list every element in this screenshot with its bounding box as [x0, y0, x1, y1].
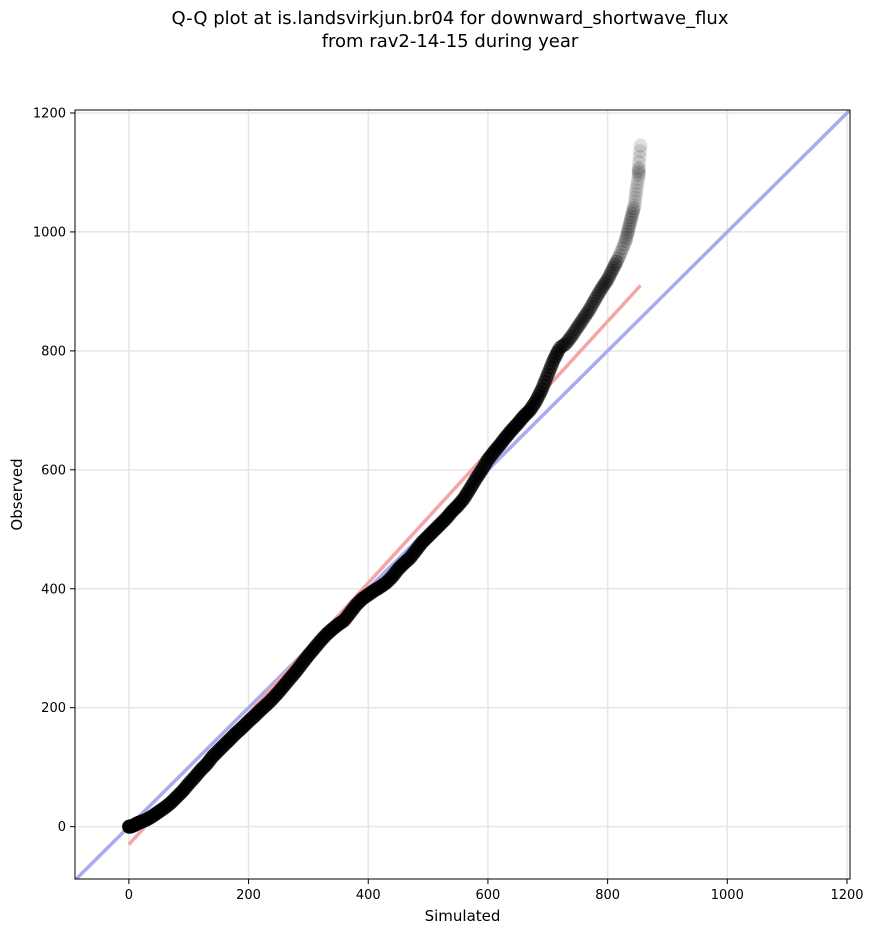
data-point — [597, 276, 612, 291]
data-point — [585, 296, 600, 311]
data-point — [579, 306, 594, 321]
data-point — [575, 313, 590, 328]
data-point — [600, 272, 615, 287]
data-point — [594, 281, 609, 296]
data-point — [588, 291, 603, 306]
data-point — [593, 283, 608, 298]
data-point — [557, 337, 572, 352]
x-tick-label: 200 — [236, 888, 261, 903]
data-point — [623, 216, 638, 231]
data-point — [628, 194, 643, 209]
x-axis-label: Simulated — [425, 907, 501, 925]
y-tick-label: 1200 — [33, 106, 66, 121]
data-point — [570, 320, 585, 335]
data-point — [581, 304, 596, 319]
y-tick-label: 1000 — [33, 225, 66, 240]
x-tick-label: 800 — [595, 888, 620, 903]
data-point — [572, 317, 587, 332]
data-point — [606, 260, 621, 275]
y-axis-ticks: 0 200 400 600 800 1000 1200 — [33, 106, 75, 835]
x-tick-label: 600 — [476, 888, 501, 903]
data-point — [609, 254, 624, 269]
data-point — [632, 155, 647, 170]
x-tick-label: 400 — [356, 888, 381, 903]
data-point — [552, 340, 567, 355]
data-point — [576, 311, 591, 326]
data-point — [567, 324, 582, 339]
data-point — [632, 149, 647, 164]
data-point — [603, 266, 618, 281]
y-tick-label: 0 — [58, 820, 66, 835]
data-point — [631, 172, 646, 187]
data-point — [625, 207, 640, 222]
data-point — [569, 322, 584, 337]
data-point — [624, 210, 639, 225]
data-point — [619, 230, 634, 245]
data-point — [620, 224, 635, 239]
data-point — [584, 299, 599, 314]
data-point — [561, 332, 576, 347]
data-point — [629, 179, 644, 194]
data-point — [630, 175, 645, 190]
data-point — [628, 190, 643, 205]
plot-frame — [74, 109, 851, 880]
grid-lines — [75, 110, 850, 879]
data-point — [555, 338, 570, 353]
y-tick-label: 600 — [41, 463, 66, 478]
data-point — [590, 289, 605, 304]
data-point — [596, 279, 611, 294]
x-tick-label: 1200 — [830, 888, 863, 903]
data-point — [618, 233, 633, 248]
data-point — [615, 241, 630, 256]
data-point — [628, 187, 643, 202]
x-axis-ticks: 0 200 400 600 800 1000 1200 — [125, 879, 864, 903]
data-point — [631, 166, 646, 181]
data-point — [582, 302, 597, 317]
data-point — [623, 213, 638, 228]
data-point — [566, 326, 581, 341]
data-point — [621, 221, 636, 236]
data-point — [633, 144, 648, 159]
y-tick-label: 800 — [41, 344, 66, 359]
scatter-points — [121, 138, 648, 834]
y-tick-label: 400 — [41, 582, 66, 597]
x-tick-label: 0 — [125, 888, 133, 903]
data-point — [631, 160, 646, 175]
data-point — [631, 164, 646, 179]
data-point — [631, 162, 646, 177]
data-point — [620, 227, 635, 242]
data-point — [551, 343, 566, 358]
data-point — [599, 274, 614, 289]
chart-title-line-1: Q-Q plot at is.landsvirkjun.br04 for dow… — [171, 8, 729, 29]
x-tick-label: 1000 — [711, 888, 744, 903]
data-point — [608, 257, 623, 272]
data-point — [633, 138, 648, 153]
y-tick-label: 200 — [41, 701, 66, 716]
data-point — [622, 218, 637, 233]
data-point — [602, 269, 617, 284]
data-point — [558, 336, 573, 351]
data-point — [611, 251, 626, 266]
data-point — [612, 248, 627, 263]
data-point — [563, 330, 578, 345]
data-point — [629, 183, 644, 198]
data-point — [587, 294, 602, 309]
data-point — [617, 237, 632, 252]
data-point — [560, 334, 575, 349]
data-point — [573, 315, 588, 330]
data-point — [626, 204, 641, 219]
y-axis-label: Observed — [8, 458, 26, 530]
data-point — [614, 244, 629, 259]
data-point — [564, 329, 579, 344]
data-point — [627, 198, 642, 213]
data-point — [554, 339, 569, 354]
chart-title-line-2: from rav2-14-15 during year — [321, 31, 579, 52]
data-point — [591, 286, 606, 301]
data-point — [605, 263, 620, 278]
data-point — [578, 308, 593, 323]
data-point — [631, 168, 646, 183]
data-point — [626, 201, 641, 216]
